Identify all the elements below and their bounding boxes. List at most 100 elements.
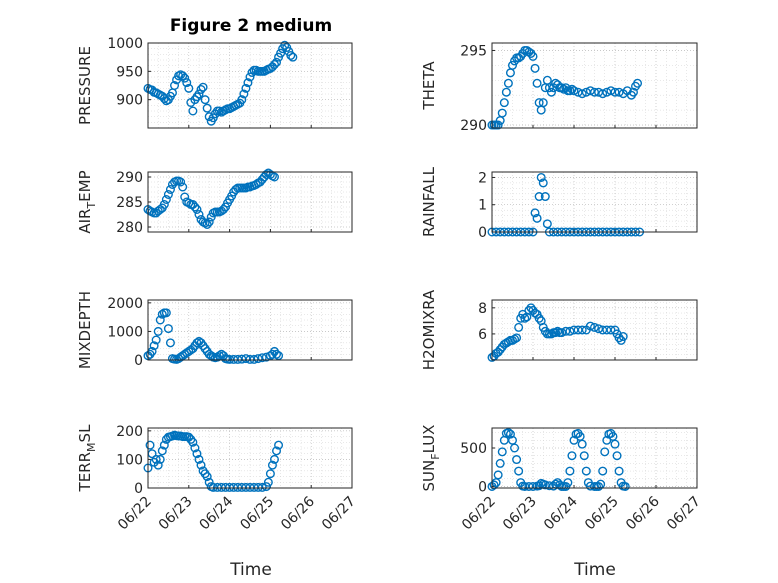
data-point <box>551 328 561 338</box>
data-point <box>510 443 520 453</box>
data-point <box>610 439 620 449</box>
y-tick-label: 2 <box>478 170 487 186</box>
x-tick-label: 06/22 <box>115 494 155 534</box>
data-point <box>512 333 522 343</box>
data-point <box>196 84 206 94</box>
data-point <box>204 217 214 227</box>
subplot-3: 280 285 290 AIRTEMP <box>76 168 353 236</box>
x-tick-label: 06/24 <box>197 493 237 533</box>
data-point <box>184 83 194 93</box>
data-point <box>590 322 600 332</box>
data-point <box>155 454 165 464</box>
y-axis-label: PRESSURE <box>76 46 94 125</box>
subplot-8: 0 500 SUNFLUX 06/22 06/23 06/24 06/25 06/26 06/2… <box>420 425 704 534</box>
data-point <box>620 481 630 491</box>
data-point <box>585 321 595 331</box>
data-point <box>202 472 212 482</box>
x-tick-label: 06/26 <box>278 493 318 533</box>
data-point <box>565 326 575 336</box>
data-point <box>253 354 263 364</box>
data-point <box>269 454 279 464</box>
x-tick-label: 06/24 <box>541 493 581 533</box>
data-point <box>153 326 163 336</box>
data-point <box>194 454 204 464</box>
subplot-1: 900 950 1000 PRESSURE <box>76 36 353 129</box>
data-point <box>505 429 515 439</box>
data-point <box>182 78 192 88</box>
axes-box <box>491 171 698 233</box>
data-point <box>565 466 575 476</box>
data-point <box>497 108 507 118</box>
data-point <box>561 326 571 336</box>
data-point <box>274 440 284 450</box>
y-tick-label: 500 <box>460 441 487 457</box>
data-point <box>520 313 530 323</box>
x-axis-label-right: Time <box>573 560 616 580</box>
data-point <box>261 482 271 492</box>
data-point <box>178 71 188 81</box>
data-point <box>237 95 247 105</box>
data-point <box>165 184 175 194</box>
y-tick-label: 0 <box>134 481 143 497</box>
data-point <box>542 219 552 229</box>
data-point <box>606 325 616 335</box>
x-tick-label: 06/23 <box>500 494 540 534</box>
data-point <box>257 482 267 492</box>
data-point <box>614 333 624 343</box>
data-point <box>544 83 554 93</box>
y-tick-label: 1000 <box>107 324 143 340</box>
data-point <box>176 177 186 187</box>
data-point <box>628 87 638 97</box>
data-point <box>534 192 544 202</box>
y-tick-label: 8 <box>478 301 487 317</box>
x-axis-label-left: Time <box>229 560 272 580</box>
subplot-2: 290 295 THETA <box>420 42 698 134</box>
axes-box <box>491 427 698 489</box>
data-point <box>532 213 542 223</box>
y-tick-label: 0 <box>134 353 143 369</box>
data-point <box>155 315 165 325</box>
data-point <box>540 480 550 490</box>
data-point <box>276 48 286 58</box>
x-tick-label: 06/25 <box>237 494 277 534</box>
data-point <box>493 470 503 480</box>
data-point <box>218 204 228 214</box>
data-point <box>501 87 511 97</box>
data-point <box>157 309 167 319</box>
data-point <box>534 481 544 491</box>
data-point <box>618 332 628 342</box>
data-point <box>544 481 554 491</box>
data-point <box>581 466 591 476</box>
y-axis-label: RAINFALL <box>420 166 438 237</box>
figure-title: Figure 2 medium <box>170 16 332 36</box>
data-point <box>633 78 643 88</box>
data-point <box>269 60 279 70</box>
y-tick-label: 2000 <box>107 296 143 312</box>
y-tick-label: 100 <box>116 452 143 468</box>
data-point <box>538 98 548 108</box>
y-axis-label: TERRMSL <box>76 424 98 493</box>
axes-box <box>491 299 698 361</box>
axes-box <box>147 427 353 489</box>
data-point <box>557 328 567 338</box>
y-tick-label: 950 <box>116 64 143 80</box>
data-point <box>594 481 604 491</box>
data-point <box>272 349 282 359</box>
data-point <box>151 335 161 345</box>
x-tick-label: 06/25 <box>582 494 622 534</box>
data-point <box>532 78 542 88</box>
data-point <box>161 308 171 318</box>
axes-box <box>491 42 698 129</box>
data-point <box>267 460 277 470</box>
data-point <box>190 202 200 212</box>
subplot-7: 0 100 200 TERRMSL 06/22 06/23 06/24 06/25 06/26 0… <box>76 424 359 534</box>
data-point <box>600 447 610 457</box>
data-point <box>565 86 575 96</box>
data-point <box>577 325 587 335</box>
y-tick-label: 0 <box>478 225 487 241</box>
y-tick-label: 285 <box>116 195 143 211</box>
data-point <box>585 86 595 96</box>
data-point <box>286 50 296 60</box>
data-point <box>165 338 175 348</box>
